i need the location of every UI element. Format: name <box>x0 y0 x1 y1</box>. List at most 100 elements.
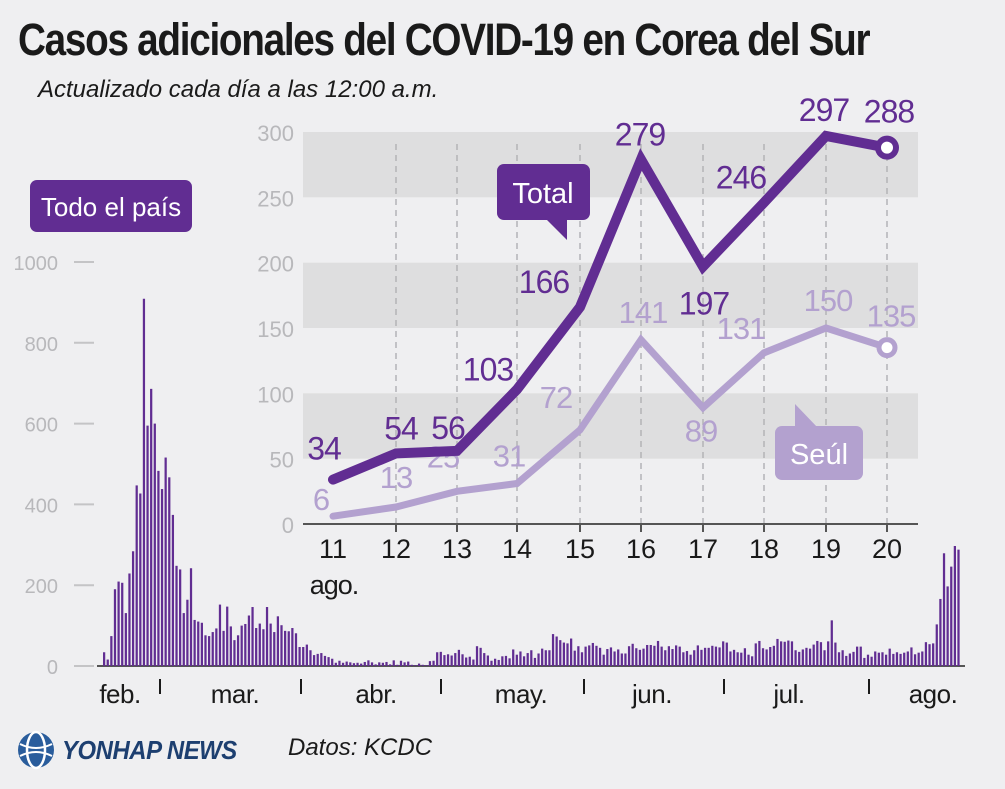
bar <box>233 640 236 666</box>
bar <box>707 647 710 666</box>
bar <box>522 656 526 666</box>
bar <box>903 652 906 666</box>
bar <box>787 640 790 666</box>
bar <box>200 622 203 666</box>
bar <box>276 616 280 666</box>
series-data-label: 103 <box>463 351 514 387</box>
inset-x-tick-label: 16 <box>626 534 656 564</box>
bar <box>341 662 345 666</box>
bar <box>110 636 113 666</box>
bar <box>396 664 399 666</box>
bar <box>265 607 269 666</box>
bar-y-tick-label: 800 <box>25 334 58 356</box>
bar <box>566 643 569 666</box>
bar <box>320 653 323 666</box>
bar <box>631 643 634 666</box>
bar <box>946 586 949 666</box>
bar <box>693 650 696 666</box>
bar <box>483 653 486 666</box>
inset-x-axis: 11 12 13 14 15 16 17 18 19 20 <box>319 524 902 564</box>
bar <box>758 640 761 666</box>
bar <box>302 647 305 666</box>
bar-month-label: mar. <box>211 679 260 709</box>
bar <box>168 477 171 666</box>
bar <box>859 646 862 666</box>
bar <box>548 650 551 666</box>
bar <box>146 425 149 666</box>
bar <box>255 628 258 666</box>
bar <box>128 573 131 666</box>
bar <box>642 648 645 666</box>
bar <box>675 645 678 666</box>
bar <box>754 643 757 666</box>
bar <box>287 631 290 666</box>
bar <box>917 652 920 666</box>
bar <box>345 661 348 666</box>
inset-x-tick-label: 11 <box>319 534 347 564</box>
bar <box>620 653 623 666</box>
bar <box>837 652 841 666</box>
series-data-label: 34 <box>307 431 341 467</box>
bar <box>638 649 642 666</box>
bar <box>718 647 721 666</box>
legend-seoul-label: Seúl <box>790 439 848 471</box>
legend-total-label: Total <box>512 178 573 210</box>
bar <box>537 653 540 666</box>
bar <box>338 660 341 666</box>
bar <box>378 662 381 666</box>
bar <box>291 628 294 666</box>
bar <box>700 649 703 666</box>
bar <box>939 598 942 666</box>
bar <box>533 657 537 666</box>
bar <box>570 638 573 666</box>
bar <box>374 664 377 666</box>
bar <box>751 656 754 666</box>
series-data-label: 150 <box>804 283 853 318</box>
inset-x-tick-label: 18 <box>749 534 779 564</box>
bar <box>551 634 555 666</box>
chart-subtitle: Actualizado cada día a las 12:00 a.m. <box>38 76 439 103</box>
bar <box>526 653 529 666</box>
bar <box>595 645 598 666</box>
bar-month-label: jun. <box>631 679 672 709</box>
series-data-label: 31 <box>493 438 525 473</box>
legend-nationwide-box <box>30 180 192 232</box>
bar-month-label: jul. <box>772 679 804 709</box>
bar <box>711 645 714 666</box>
bar <box>924 642 928 666</box>
inset-x-tick-label: 17 <box>688 534 718 564</box>
bar-month-label: feb. <box>99 679 140 709</box>
bar <box>559 640 562 666</box>
inset-bands <box>303 132 918 459</box>
bar <box>678 646 681 666</box>
bar <box>327 657 330 666</box>
legend-nationwide: Todo el país <box>30 180 192 232</box>
bar-y-tick-label: 0 <box>47 657 58 679</box>
bar <box>211 632 214 666</box>
bar <box>504 655 508 666</box>
bar <box>439 651 442 666</box>
bar <box>588 645 591 666</box>
bar <box>913 654 917 666</box>
bar <box>508 658 511 666</box>
inset-y-tick-label: 300 <box>257 121 294 146</box>
bar <box>895 652 899 666</box>
bar <box>367 660 370 666</box>
series-data-label: 54 <box>384 410 418 446</box>
bar <box>497 659 500 666</box>
data-source: Datos: KCDC <box>288 734 433 761</box>
bar <box>725 642 728 666</box>
bar <box>121 582 124 666</box>
inset-band <box>303 262 918 328</box>
bar <box>892 653 895 666</box>
bar <box>258 623 261 666</box>
bar <box>935 624 938 666</box>
bar <box>635 648 638 666</box>
bar <box>696 645 699 666</box>
bar-y-tick-label: 1000 <box>14 253 59 275</box>
bar <box>417 663 421 666</box>
inset-y-tick-label: 150 <box>257 317 294 342</box>
bar <box>468 656 471 666</box>
